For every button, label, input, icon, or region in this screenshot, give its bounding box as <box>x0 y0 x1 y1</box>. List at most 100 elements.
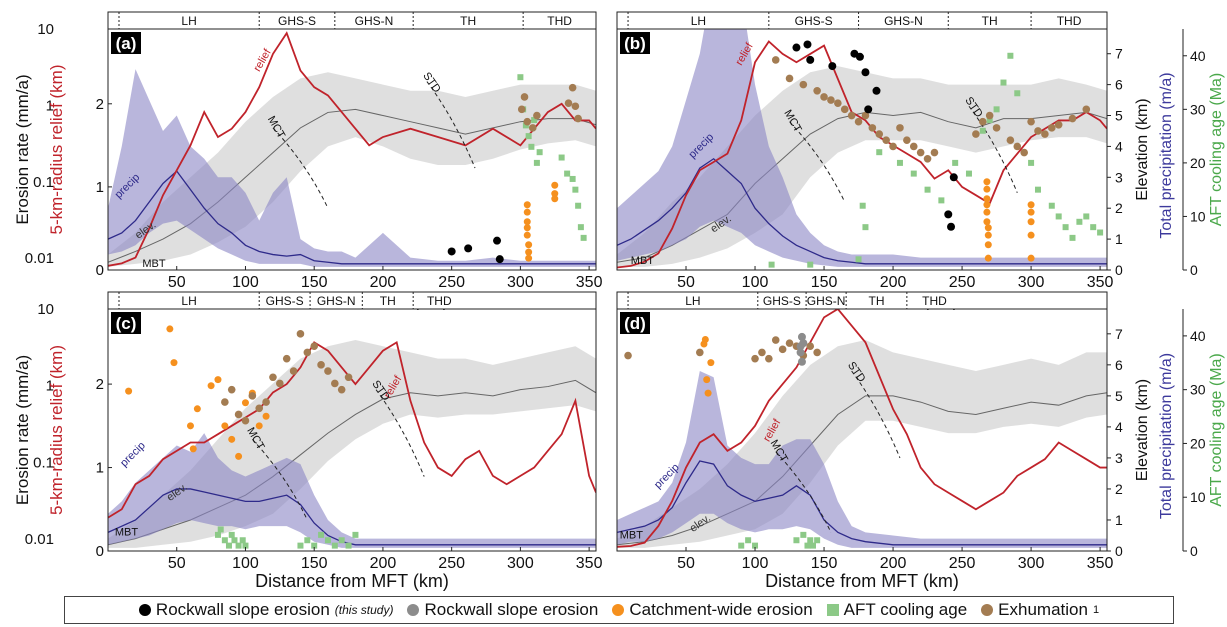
catchment-erosion-point <box>235 452 243 460</box>
aft-point <box>331 542 338 549</box>
rockwall-erosion-point <box>861 68 870 77</box>
exhumation-point <box>978 117 987 126</box>
catchment-erosion-point <box>207 382 215 390</box>
rockwall-erosion-point <box>493 236 502 245</box>
aft-point <box>1028 159 1035 166</box>
catchment-erosion-point <box>170 359 178 367</box>
exhumation-point <box>564 99 573 107</box>
elevation-tick-label: 4 <box>1115 138 1123 154</box>
exhumation-point <box>227 385 236 394</box>
exhumation-point <box>310 342 318 351</box>
elevation-axis-label: Elevation (km) <box>1134 379 1151 481</box>
catchment-erosion-point <box>189 445 197 453</box>
aft-point <box>1062 224 1069 231</box>
std-fault-line <box>851 370 901 459</box>
aft-point <box>804 542 811 549</box>
aft-point <box>807 537 814 544</box>
zone-label: GHS-N <box>355 14 394 28</box>
zone-label: TH <box>982 14 998 28</box>
exhumation-point <box>785 339 794 347</box>
exhumation-point <box>799 80 808 89</box>
rockwall-erosion-point <box>855 52 864 61</box>
aft-point <box>580 234 587 241</box>
aft-point <box>752 542 759 549</box>
aft-point <box>217 526 224 533</box>
elevation-tick-label: 4 <box>1115 419 1123 435</box>
aft-point <box>810 542 816 549</box>
rockwall-erosion-point <box>792 43 801 52</box>
aft-point <box>1055 213 1062 220</box>
x-tick-label: 250 <box>949 555 976 572</box>
exhumation-point <box>344 373 353 382</box>
elevation-axis-label: Elevation (km) <box>1134 98 1151 200</box>
exhumation-point <box>276 379 284 388</box>
zone-label: THD <box>547 14 572 28</box>
rockwall-erosion-point <box>803 40 812 49</box>
catchment-erosion-point <box>983 185 991 193</box>
zone-label: GHS-N <box>807 294 846 308</box>
x-tick-label: 300 <box>507 274 534 291</box>
aft-point <box>221 537 228 544</box>
exhumation-point <box>282 354 291 363</box>
aft-point <box>876 149 883 156</box>
aft-point <box>239 537 246 544</box>
legend-item-rockwall: Rockwall slope erosion <box>407 600 598 620</box>
relief-line <box>108 340 596 519</box>
aft-point <box>318 531 325 538</box>
exhumation-point <box>571 102 580 111</box>
zone-label: GHS-S <box>795 14 833 28</box>
precipitation-line <box>617 460 1107 546</box>
age-tick-label: 30 <box>1190 101 1206 117</box>
erosion-tick-label: 10 <box>37 21 54 38</box>
exhumation-point <box>520 93 529 101</box>
exhumation-point <box>806 342 815 351</box>
legend-label: Exhumation <box>998 600 1088 619</box>
exhumation-point <box>889 142 897 151</box>
aft-point <box>1090 224 1097 231</box>
exhumation-point <box>317 361 325 369</box>
aft-point <box>1048 202 1055 209</box>
exhumation-point <box>624 351 632 360</box>
aft-point <box>528 143 535 150</box>
catchment-erosion-point <box>525 241 533 249</box>
exhumation-point <box>868 124 877 132</box>
rockwall-other-point <box>797 332 806 341</box>
aft-point <box>345 542 352 549</box>
aft-point <box>214 531 221 538</box>
catchment-erosion-point <box>523 208 531 216</box>
exhumation-point <box>517 105 526 114</box>
catchment-erosion-point <box>262 412 270 420</box>
catchment-erosion-point <box>255 422 263 430</box>
x-tick-label: 200 <box>370 274 397 291</box>
precipitation-range-band <box>617 29 1107 267</box>
precipitation-axis-label: Total precipitation (m/a) <box>1158 353 1175 519</box>
aft-point <box>986 117 993 124</box>
relief-tick-label: 1 <box>96 460 104 477</box>
catchment-erosion-point <box>166 325 174 333</box>
aft-point <box>814 537 821 544</box>
catchment-erosion-point <box>984 241 992 249</box>
catchment-erosion-point <box>193 405 201 413</box>
rockwall-other-point <box>797 357 806 366</box>
erosion-axis-label: Erosion rate (mm/a) <box>13 355 32 505</box>
x-tick-label: 300 <box>1018 274 1045 291</box>
catchment-erosion-point <box>1027 231 1035 239</box>
catchment-erosion-point <box>983 178 991 186</box>
legend: Rockwall slope erosion (this study) Rock… <box>64 596 1174 624</box>
x-tick-label: 250 <box>438 274 465 291</box>
catchment-erosion-point <box>984 224 992 232</box>
zone-label: TH <box>380 294 396 308</box>
catchment-erosion-point <box>125 387 133 395</box>
age-tick-label: 40 <box>1190 328 1206 344</box>
std-fault-line <box>968 105 1018 193</box>
mct-fault-line <box>789 121 846 203</box>
exhumation-point <box>303 348 312 357</box>
relief-tick-label: 1 <box>96 179 104 196</box>
aft-point <box>536 149 543 156</box>
aft-point <box>352 531 359 538</box>
relief-tick-label: 2 <box>96 376 104 393</box>
zone-label: THD <box>427 294 452 308</box>
rockwall-erosion-point <box>447 247 456 256</box>
